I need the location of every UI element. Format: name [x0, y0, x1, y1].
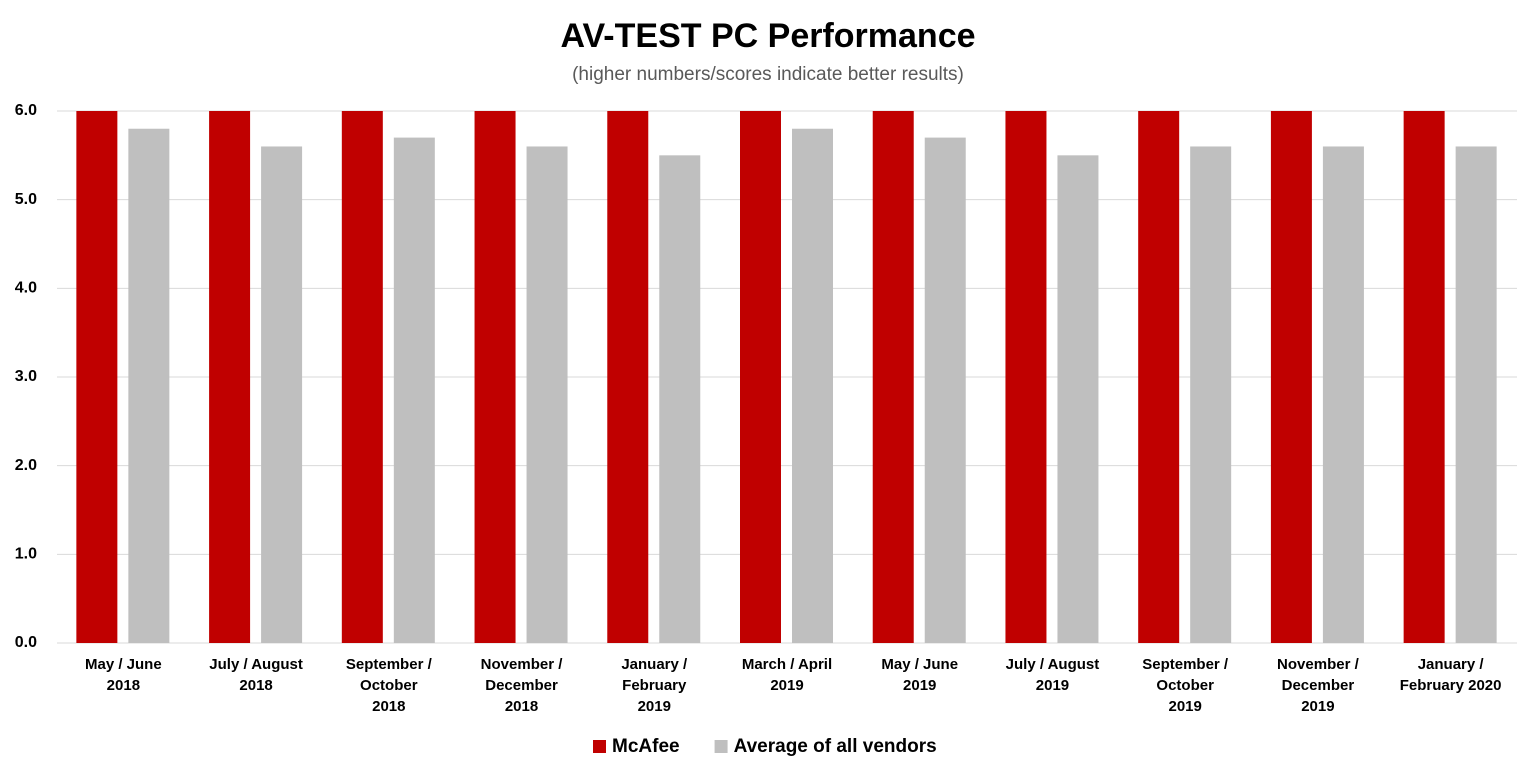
bar [474, 111, 516, 643]
x-tick-label: July / August 2018 [209, 656, 303, 694]
bar [393, 137, 435, 643]
legend-swatch [593, 740, 606, 753]
y-tick-label: 4.0 [15, 280, 37, 297]
bar [1190, 146, 1232, 643]
x-tick-label: September / October 2019 [1142, 656, 1229, 715]
bar [1138, 111, 1180, 643]
bar [1005, 111, 1047, 643]
bar [872, 111, 914, 643]
x-tick-label: September / October 2018 [345, 656, 432, 715]
bar [924, 137, 966, 643]
y-tick-label: 3.0 [15, 368, 37, 385]
x-tick-label: January / February 2019 [621, 656, 688, 715]
x-tick-label: November / December 2018 [480, 656, 563, 715]
bar [526, 146, 568, 643]
y-tick-label: 5.0 [15, 191, 37, 208]
x-tick-label: November / December 2019 [1277, 656, 1359, 715]
bar [209, 111, 251, 643]
bar [1403, 111, 1445, 643]
bar [1455, 146, 1497, 643]
bar [261, 146, 303, 643]
chart-title: AV-TEST PC Performance [560, 17, 975, 55]
x-tick-label: July / August 2019 [1005, 656, 1100, 694]
bar [1322, 146, 1364, 643]
bar [341, 111, 383, 643]
x-tick-label: May / June 2019 [881, 656, 959, 694]
bar [128, 128, 170, 643]
bar [76, 111, 118, 643]
bar [792, 128, 833, 643]
y-tick-label: 2.0 [15, 457, 37, 474]
chart-subtitle: (higher numbers/scores indicate better r… [572, 64, 964, 85]
x-tick-label: March / April 2019 [741, 656, 833, 694]
bar [1270, 111, 1312, 643]
x-tick-label: January / February 2020 [1399, 656, 1502, 694]
y-tick-label: 1.0 [15, 546, 37, 563]
y-tick-label: 0.0 [15, 634, 37, 651]
legend-swatch [714, 740, 728, 753]
bar [740, 111, 781, 643]
legend-label: Average of all vendors [734, 736, 937, 757]
bar [607, 111, 649, 643]
bar [1057, 155, 1099, 644]
bar [659, 155, 701, 644]
x-tick-label: May / June 2018 [85, 656, 162, 694]
legend-label: McAfee [612, 736, 680, 757]
y-tick-label: 6.0 [15, 102, 37, 119]
